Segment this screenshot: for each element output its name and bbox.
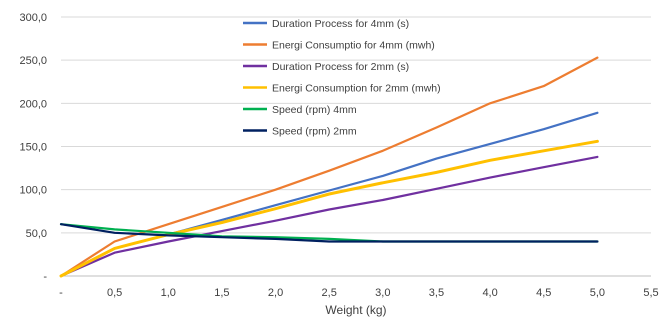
x-tick-label: 2,0 xyxy=(268,287,283,299)
legend-label: Duration Process for 4mm (s) xyxy=(272,18,409,30)
y-tick-label: 50,0 xyxy=(26,228,47,240)
x-tick-label: 0,5 xyxy=(107,287,122,299)
x-tick-label: 5,0 xyxy=(590,287,605,299)
x-tick-label: 1,0 xyxy=(161,287,176,299)
x-tick-label: 3,5 xyxy=(429,287,444,299)
x-tick-label: 3,0 xyxy=(375,287,390,299)
legend-label: Duration Process for 2mm (s) xyxy=(272,61,409,73)
x-tick-label: 1,5 xyxy=(214,287,229,299)
y-tick-label: 100,0 xyxy=(19,185,47,197)
y-tick-label: 300,0 xyxy=(19,12,47,24)
y-tick-label: 250,0 xyxy=(19,55,47,67)
x-axis-title: Weight (kg) xyxy=(325,303,386,317)
legend-label: Speed (rpm) 4mm xyxy=(272,104,357,116)
legend-label: Speed (rpm) 2mm xyxy=(272,126,357,138)
y-tick-label: 150,0 xyxy=(19,142,47,154)
x-tick-label: 4,5 xyxy=(536,287,551,299)
legend-label: Energi Consumptio for 4mm (mwh) xyxy=(272,40,435,52)
legend: Duration Process for 4mm (s) Energi Consu… xyxy=(243,18,441,138)
x-tick-label: 5,5 xyxy=(643,287,658,299)
series-line-3 xyxy=(61,157,597,276)
axis-layer: - 50,0 100,0 150,0 200,0 250,0 300,0 - 0,5 1,0 1,5… xyxy=(19,12,658,299)
x-tick-label: 2,5 xyxy=(322,287,337,299)
y-tick-label: - xyxy=(43,271,47,283)
y-tick-label: 200,0 xyxy=(19,98,47,110)
x-tick-label: - xyxy=(59,287,63,299)
legend-label: Energi Consumption for 2mm (mwh) xyxy=(272,83,441,95)
x-tick-label: 4,0 xyxy=(482,287,497,299)
